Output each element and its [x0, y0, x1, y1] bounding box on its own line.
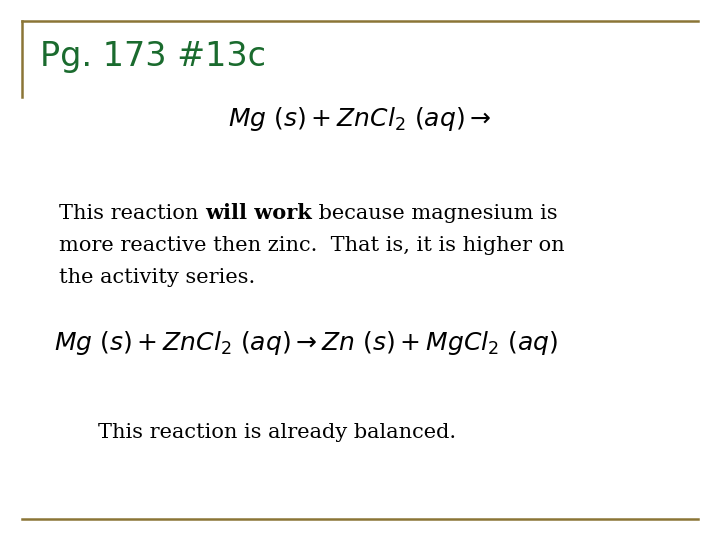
- Text: This reaction is already balanced.: This reaction is already balanced.: [98, 422, 456, 442]
- Text: $Mg\ (s)+ZnCl_2\ (aq)\rightarrow$: $Mg\ (s)+ZnCl_2\ (aq)\rightarrow$: [228, 105, 492, 133]
- Text: $Mg\ (s)+ZnCl_2\ (aq)\rightarrow Zn\ (s)+MgCl_2\ (aq)$: $Mg\ (s)+ZnCl_2\ (aq)\rightarrow Zn\ (s)…: [54, 329, 558, 357]
- Text: Pg. 173 #13c: Pg. 173 #13c: [40, 40, 266, 73]
- Text: the activity series.: the activity series.: [59, 267, 256, 287]
- Text: This reaction: This reaction: [59, 204, 205, 223]
- Text: more reactive then zinc.  That is, it is higher on: more reactive then zinc. That is, it is …: [59, 236, 564, 255]
- Text: will work: will work: [205, 203, 312, 224]
- Text: because magnesium is: because magnesium is: [312, 204, 557, 223]
